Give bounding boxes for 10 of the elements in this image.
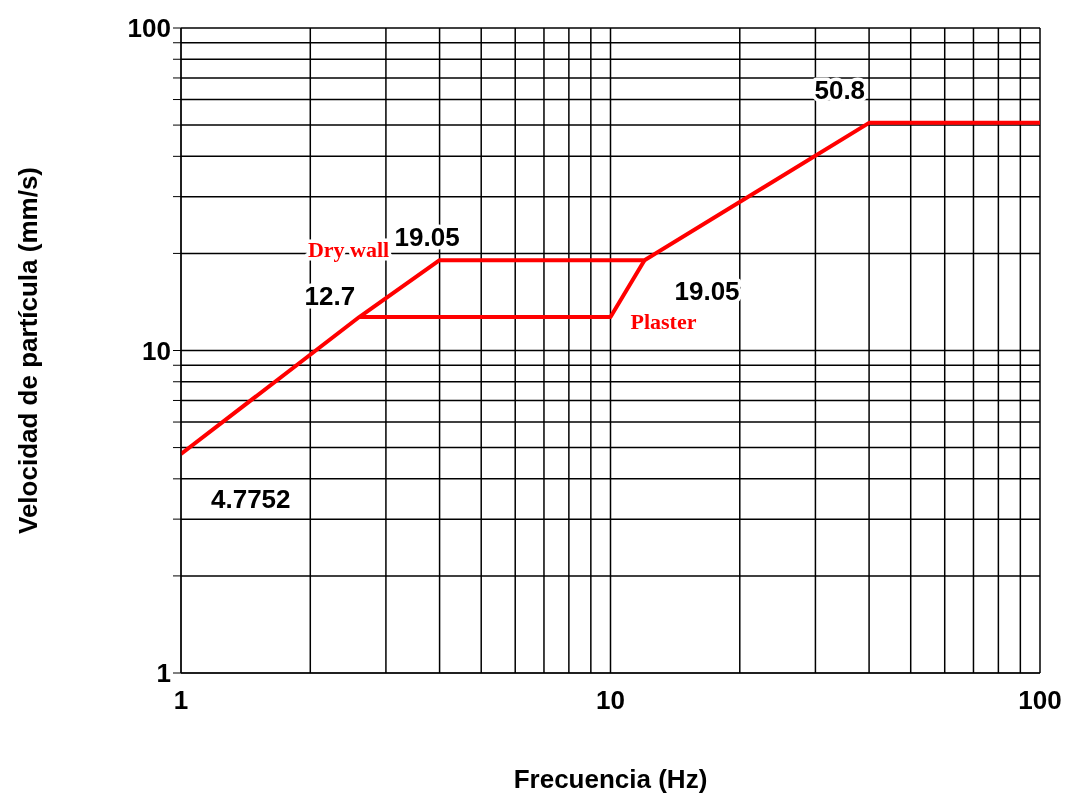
x-axis-title: Frecuencia (Hz)	[513, 764, 708, 794]
x-tick-label: 10	[596, 685, 625, 716]
y-axis-title: Velocidad de partícula (mm/s)	[13, 167, 44, 534]
series-label: Plaster	[630, 309, 697, 335]
y-tick-label: 100	[127, 13, 171, 44]
y-tick-label: 1	[156, 658, 171, 689]
annotation: 19.05	[674, 276, 740, 307]
y-tick-label: 10	[142, 335, 171, 366]
annotation: 4.7752	[211, 484, 291, 515]
x-tick-label: 100	[1018, 685, 1062, 716]
